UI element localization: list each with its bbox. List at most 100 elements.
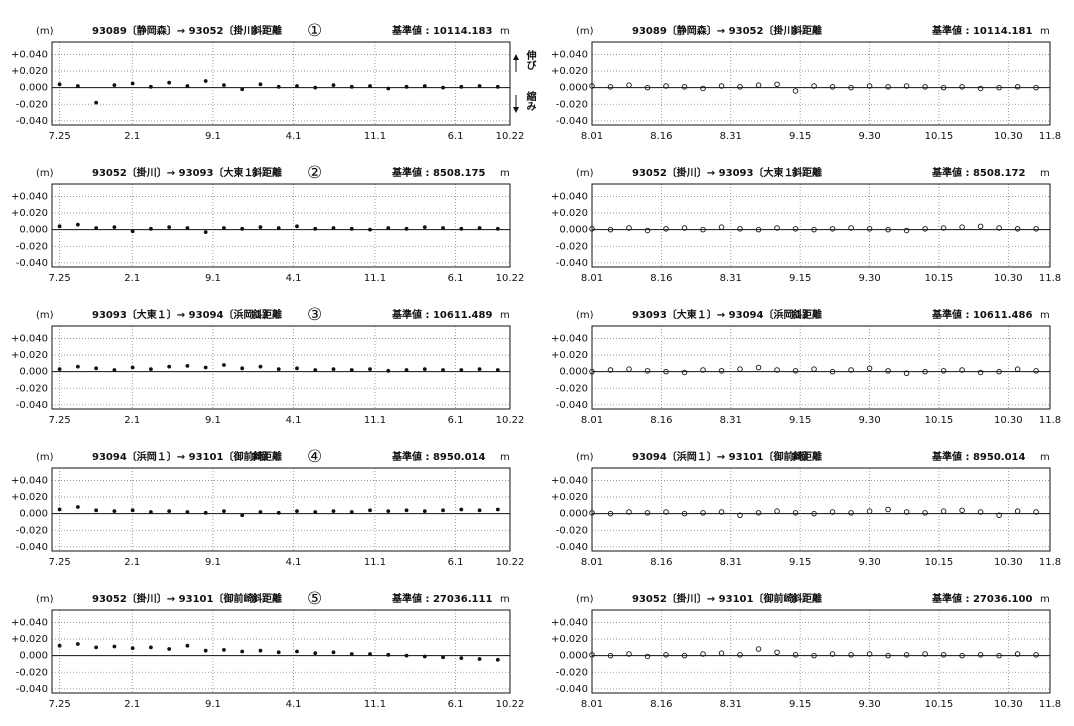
x-tick-label: 10.22 — [496, 131, 525, 142]
data-point — [811, 510, 817, 517]
y-tick-label: +0.020 — [551, 492, 588, 503]
data-point — [607, 367, 614, 373]
data-point — [885, 84, 891, 90]
x-tick-label: 10.30 — [994, 273, 1023, 284]
data-point — [203, 79, 208, 83]
data-point — [848, 510, 854, 516]
y-tick-label: +0.020 — [11, 634, 48, 645]
data-point — [959, 652, 965, 659]
y-tick-label: +0.040 — [551, 475, 588, 486]
plot-frame — [51, 183, 511, 268]
data-point — [386, 226, 391, 230]
x-tick-label: 9.15 — [789, 557, 811, 568]
data-point — [774, 649, 780, 656]
x-tick-label: 10.22 — [496, 273, 525, 284]
data-point — [349, 226, 354, 231]
y-tick-label: +0.020 — [551, 208, 588, 219]
data-point — [495, 507, 500, 512]
data-point — [149, 84, 153, 89]
data-point — [57, 82, 62, 87]
data-point — [663, 83, 669, 89]
data-point — [700, 226, 706, 233]
y-tick-label: 0.000 — [19, 651, 48, 662]
data-point — [959, 507, 965, 514]
x-tick-label: 6.1 — [448, 415, 464, 426]
data-point — [607, 652, 614, 659]
data-point — [589, 652, 595, 658]
x-tick-label: 4.1 — [286, 557, 302, 568]
data-point — [459, 84, 464, 89]
data-point — [258, 510, 263, 514]
x-tick-label: 8.16 — [650, 131, 672, 142]
data-point — [607, 226, 614, 233]
data-point — [626, 651, 632, 657]
x-tick-label: 11.8 — [1039, 131, 1061, 142]
data-point — [258, 648, 263, 653]
data-point — [57, 643, 62, 648]
data-point — [167, 509, 172, 514]
data-point — [495, 368, 500, 372]
reference-value: 基準値 : 10611.489 — [391, 308, 492, 321]
y-tick-label: -0.040 — [556, 116, 588, 127]
data-point — [1014, 508, 1021, 514]
x-tick-label: 10.15 — [925, 557, 954, 568]
measure-label: 斜距離 — [791, 308, 822, 321]
data-point — [495, 84, 500, 89]
data-point — [331, 226, 336, 230]
data-point — [940, 225, 947, 231]
x-tick-label: 10.15 — [925, 699, 954, 710]
x-tick-label: 9.1 — [205, 415, 221, 426]
unit-label: (m) — [36, 310, 54, 321]
data-point — [811, 226, 817, 233]
measure-label: 斜距離 — [251, 592, 282, 605]
data-point — [331, 650, 336, 655]
x-tick-label: 4.1 — [286, 699, 302, 710]
x-tick-label: 11.8 — [1039, 273, 1061, 284]
data-point — [737, 512, 743, 519]
data-point — [922, 510, 928, 516]
data-point — [866, 651, 873, 657]
data-point — [755, 364, 762, 371]
x-tick-label: 10.22 — [496, 415, 525, 426]
chart-header: 93052〔掛川〕→ 93093〔大東１〕 — [92, 166, 263, 179]
data-point — [459, 656, 464, 661]
data-point — [700, 651, 706, 657]
plot-frame — [591, 325, 1051, 410]
data-point — [737, 226, 743, 232]
data-point — [422, 84, 427, 88]
data-point — [185, 363, 190, 368]
data-point — [295, 366, 299, 371]
data-point — [240, 513, 245, 518]
plot-frame — [51, 325, 511, 410]
reference-unit: m — [500, 452, 510, 463]
data-point — [996, 368, 1002, 375]
reference-value: 基準値 : 10114.181 — [931, 24, 1032, 37]
data-point — [644, 653, 651, 660]
data-point — [313, 651, 318, 656]
x-tick-label: 7.25 — [48, 557, 70, 568]
unit-label: (m) — [576, 452, 594, 463]
y-tick-label: 0.000 — [559, 367, 588, 378]
data-point — [737, 84, 743, 90]
data-point — [1033, 84, 1039, 91]
data-point — [258, 82, 263, 87]
data-point — [1033, 509, 1039, 515]
data-point — [149, 367, 153, 372]
data-point — [811, 652, 817, 659]
data-point — [996, 84, 1002, 91]
x-tick-label: 7.25 — [48, 699, 70, 710]
x-tick-label: 9.30 — [858, 131, 880, 142]
data-point — [404, 368, 409, 372]
chart-header: 93093〔大東１〕→ 93094〔浜岡１〕 — [632, 308, 813, 321]
y-tick-label: -0.020 — [16, 383, 48, 394]
x-tick-label: 2.1 — [124, 273, 140, 284]
unit-label: (m) — [36, 594, 54, 605]
data-point — [663, 652, 669, 658]
y-tick-label: -0.020 — [16, 667, 48, 678]
data-point — [112, 644, 117, 649]
data-point — [386, 86, 391, 91]
y-tick-label: +0.020 — [11, 66, 48, 77]
x-tick-label: 9.15 — [789, 273, 811, 284]
data-point — [922, 651, 928, 657]
chart-number: ④ — [307, 447, 322, 467]
